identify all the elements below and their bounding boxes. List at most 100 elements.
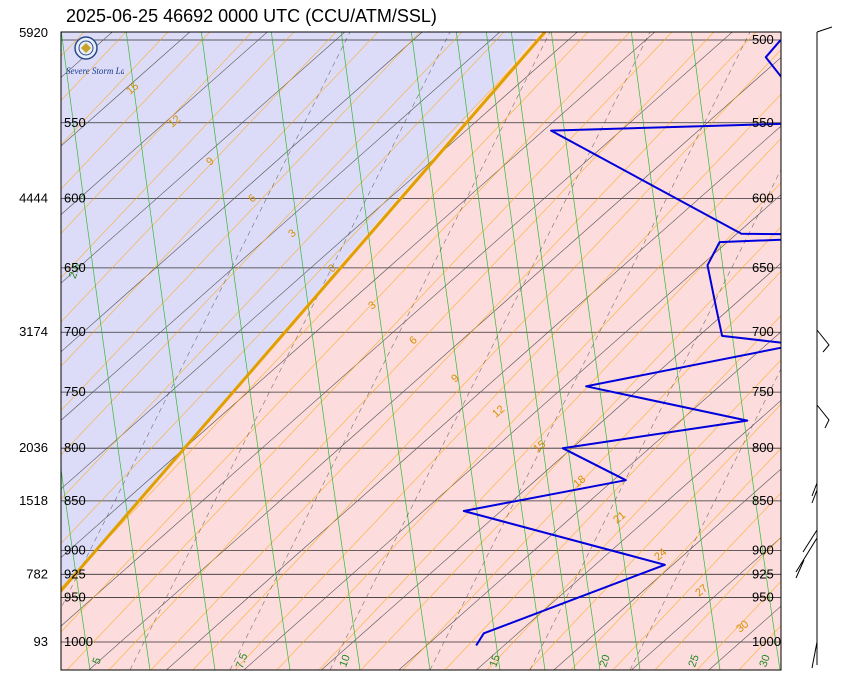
- dry-adiabat: [61, 32, 295, 279]
- dry-adiabat: [61, 32, 505, 500]
- moist-adiabat: [455, 32, 546, 670]
- dry-adiabat: [234, 93, 781, 670]
- pressure-label-left: 800: [64, 440, 86, 455]
- mixing-ratio-line: [329, 32, 651, 670]
- isotherm: [165, 125, 781, 670]
- pressure-label-left: 925: [64, 566, 86, 581]
- isotherm: [61, 32, 268, 215]
- pressure-label-right: 925: [752, 566, 774, 581]
- lab-logo-icon: Severe Storm Lab.: [66, 36, 132, 76]
- height-label: 1518: [19, 493, 48, 508]
- isotherm: [243, 194, 781, 670]
- pressure-label-right: 550: [752, 115, 774, 130]
- isotherm-label: 15: [487, 653, 502, 669]
- logo-text: Severe Storm Lab.: [66, 66, 124, 76]
- pressure-label-right: 950: [752, 589, 774, 604]
- moist-adiabat: [61, 466, 91, 670]
- pressure-label-right: 750: [752, 384, 774, 399]
- isotherm: [61, 32, 191, 147]
- moist-adiabat: [340, 32, 431, 670]
- isotherm-label: 20: [597, 653, 612, 669]
- height-label: 3174: [19, 324, 48, 339]
- isotherm: [553, 468, 781, 670]
- wind-barb: [811, 482, 818, 504]
- isotherm: [630, 537, 781, 670]
- dry-adiabat: [276, 138, 781, 670]
- boundary-line-path: [61, 32, 547, 594]
- pressure-label-right: 1000: [752, 634, 781, 649]
- pressure-label-right: 650: [752, 260, 774, 275]
- moist-adiabat: [61, 32, 151, 670]
- height-label: 782: [26, 566, 48, 581]
- dry-adiabat: [61, 32, 547, 544]
- wind-barb-top: [816, 26, 833, 33]
- dry-adiabat: [108, 32, 715, 670]
- dry-adiabat: [444, 315, 781, 670]
- dry-adiabat: [66, 32, 673, 670]
- boundary-line: [61, 32, 547, 594]
- pressure-label-right: 850: [752, 493, 774, 508]
- pressure-label-right: 900: [752, 542, 774, 557]
- dry-adiabat: [318, 182, 781, 670]
- dry-adiabat: [61, 32, 337, 323]
- wind-barb: [816, 329, 830, 353]
- isotherm-label: 30: [757, 653, 772, 669]
- moist-adiabat: [485, 32, 576, 670]
- dry-adiabat: [486, 359, 781, 670]
- chart-title: 2025-06-25 46692 0000 UTC (CCU/ATM/SSL): [66, 6, 437, 26]
- dry-adiabat: [654, 536, 781, 670]
- isotherm-label: 25: [686, 653, 701, 669]
- wind-barb: [811, 641, 818, 669]
- plot-frame: [60, 31, 782, 671]
- isotherm: [61, 32, 113, 78]
- moist-adiabat: [410, 32, 501, 670]
- pressure-label-left: 1000: [64, 634, 93, 649]
- dry-adiabat: [612, 492, 781, 670]
- chart-frame: [60, 31, 782, 671]
- moist-adiabat: [630, 32, 721, 670]
- dry-adiabat: [150, 32, 757, 670]
- mixing-ratio-line: [429, 32, 751, 670]
- moist-adiabat: [200, 32, 291, 670]
- height-label: 2036: [19, 440, 48, 455]
- isotherm: [61, 32, 346, 284]
- sounding-traces: [462, 39, 781, 647]
- moist-adiabat-label: 2.5: [67, 262, 84, 280]
- mixing-ratio-line: [61, 32, 351, 609]
- pressure-label-left: 550: [64, 115, 86, 130]
- pressure-label-left: 650: [64, 260, 86, 275]
- height-label: 93: [34, 634, 48, 649]
- pressure-label-left: 850: [64, 493, 86, 508]
- pressure-label-right: 500: [752, 32, 774, 47]
- pressure-label-right: 600: [752, 190, 774, 205]
- dry-adiabat: [192, 49, 781, 670]
- dry-adiabat: [61, 32, 463, 456]
- isotherm: [61, 32, 423, 353]
- isotherm: [61, 32, 578, 490]
- isotherm: [61, 32, 656, 558]
- moist-adiabat: [550, 32, 641, 670]
- pressure-label-right: 700: [752, 324, 774, 339]
- pressure-label-left: 900: [64, 542, 86, 557]
- dry-adiabat: [402, 270, 781, 670]
- height-label: 4444: [19, 190, 48, 205]
- wind-barb-column: [795, 26, 833, 669]
- wind-barb: [816, 404, 830, 429]
- isotherm: [61, 32, 733, 627]
- isotherm: [0, 0, 52, 684]
- isotherm-label: 7.5: [234, 652, 251, 670]
- pressure-label-left: 600: [64, 190, 86, 205]
- dry-adiabat: [360, 226, 781, 670]
- moist-adiabat: [270, 32, 361, 670]
- lab-logo: Severe Storm Lab.: [64, 34, 132, 84]
- pressure-label-left: 700: [64, 324, 86, 339]
- pressure-label-right: 800: [752, 440, 774, 455]
- isotherm-label: 10: [337, 653, 352, 669]
- dry-adiabat: [570, 448, 781, 670]
- mixing-ratio-line: [229, 32, 551, 670]
- pressure-label-left: 950: [64, 589, 86, 604]
- dry-adiabat: [61, 32, 421, 411]
